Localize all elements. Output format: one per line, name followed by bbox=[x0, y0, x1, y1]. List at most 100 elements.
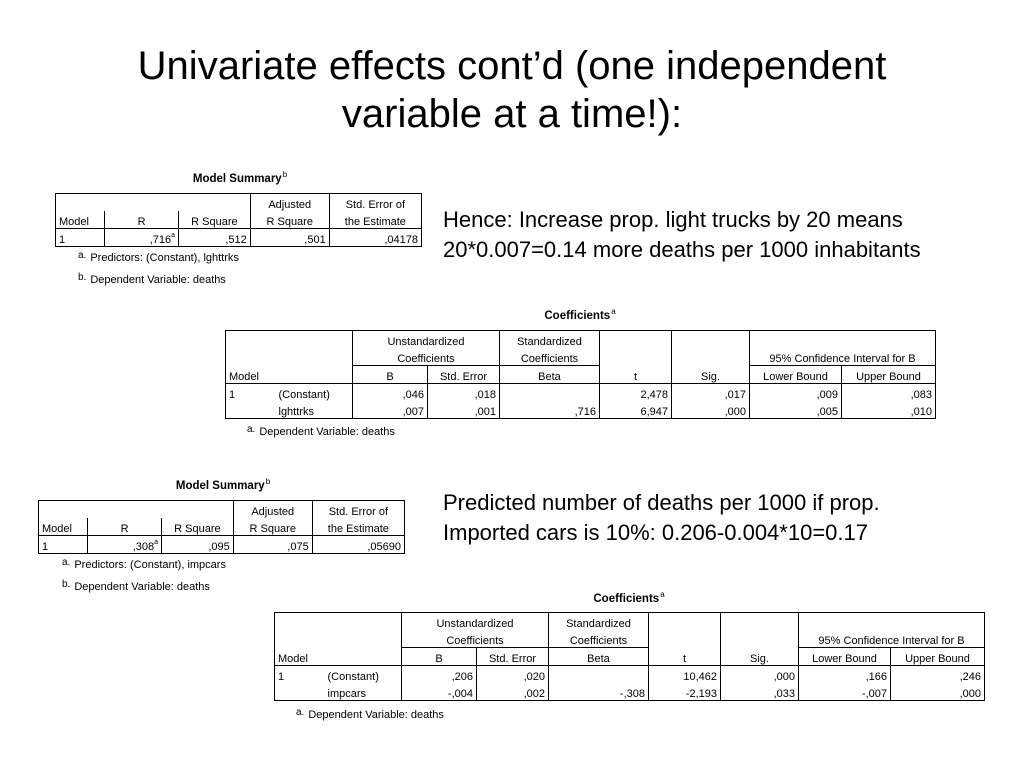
c1-h-se: Std. Error bbox=[427, 365, 500, 384]
c2-h-b: B bbox=[401, 647, 477, 666]
c1-h-beta: Beta bbox=[499, 365, 600, 384]
ms2-h-rsq: R Square bbox=[161, 518, 234, 536]
c2-r2-term: impcars bbox=[324, 683, 402, 701]
c1-r1-lb: ,009 bbox=[749, 383, 842, 401]
ms1-footnote-b-text: Dependent Variable: deaths bbox=[90, 274, 226, 286]
c2-h-lb: Lower Bound bbox=[798, 647, 891, 666]
c2-h-model: Model bbox=[274, 647, 402, 666]
ms1-h-stderr2: the Estimate bbox=[329, 211, 423, 229]
c2-h-sig: Sig. bbox=[720, 647, 799, 666]
c2-h-blank bbox=[274, 612, 325, 630]
c2-footnote-mark: a. bbox=[296, 707, 305, 718]
c1-h-std2: Coefficients bbox=[499, 348, 600, 366]
c2-h-ub: Upper Bound bbox=[890, 647, 985, 666]
c1-h-unstd1: Unstandardized bbox=[352, 330, 500, 348]
model-summary-1-title-text: Model Summary bbox=[192, 172, 282, 185]
c1-r2-se: ,001 bbox=[427, 401, 500, 419]
c1-r1-t: 2,478 bbox=[599, 383, 672, 401]
ms1-h-adjusted: Adjusted bbox=[250, 193, 330, 211]
c1-r2-lb: ,005 bbox=[749, 401, 842, 419]
ms2-h-blank3 bbox=[161, 500, 234, 518]
c2-footnote: a. Dependent Variable: deaths bbox=[296, 707, 444, 721]
ms1-rsq: ,512 bbox=[178, 228, 251, 247]
c1-r1-sig: ,017 bbox=[671, 383, 750, 401]
trucks-note-line2: 20*0.007=0.14 more deaths per 1000 inhab… bbox=[443, 237, 921, 262]
c1-r1-model: 1 bbox=[225, 383, 276, 401]
ms2-h-stderr1: Std. Error of bbox=[312, 500, 406, 518]
c2-h-blank2 bbox=[324, 612, 402, 630]
model-summary-1-title-marker: b bbox=[282, 170, 288, 179]
ms1-r-value: ,716 bbox=[149, 234, 172, 246]
c2-r2-beta: -,308 bbox=[548, 683, 649, 701]
coefficients-1-title-text: Coefficients bbox=[544, 309, 611, 322]
c1-r2-model bbox=[225, 401, 276, 419]
c2-h-std1: Standardized bbox=[548, 612, 649, 630]
ms1-h-blank2 bbox=[105, 194, 179, 212]
c1-h-t: t bbox=[599, 365, 672, 384]
c2-r2-b: -,004 bbox=[401, 683, 477, 701]
model-summary-2-title-marker: b bbox=[265, 477, 271, 486]
c1-r1-se: ,018 bbox=[427, 383, 500, 401]
trucks-note-line1: Hence: Increase prop. light trucks by 20… bbox=[443, 207, 903, 232]
c1-h2-blank bbox=[225, 348, 276, 366]
coefficients-1-title: Coefficientsa bbox=[225, 307, 935, 322]
ms2-model: 1 bbox=[37, 535, 89, 554]
ms2-h-r: R bbox=[87, 518, 163, 536]
c2-r2-sig: ,033 bbox=[720, 683, 799, 701]
c2-r1-se: ,020 bbox=[476, 665, 549, 683]
cars-note: Predicted number of deaths per 1000 if p… bbox=[443, 488, 880, 548]
c2-r1-ub: ,246 bbox=[890, 665, 985, 683]
c2-r2-se: ,002 bbox=[476, 683, 549, 701]
ms2-footnote-b-mark: b. bbox=[62, 579, 71, 590]
ms2-footnote-b-text: Dependent Variable: deaths bbox=[74, 581, 210, 593]
c2-h-blank5 bbox=[798, 612, 985, 630]
ms1-adj: ,501 bbox=[250, 228, 330, 247]
ms2-footnote-a-text: Predictors: (Constant), impcars bbox=[74, 559, 226, 571]
ms1-h-rsq2: R Square bbox=[250, 211, 330, 229]
c2-h-t: t bbox=[648, 647, 721, 666]
ms2-h-blank2 bbox=[88, 501, 162, 519]
ms1-h-r: R bbox=[104, 211, 180, 229]
c2-r1-lb: ,166 bbox=[798, 665, 891, 683]
c1-r1-ub: ,083 bbox=[841, 383, 936, 401]
c1-h-blank5 bbox=[749, 330, 936, 348]
ms2-h-adjusted: Adjusted bbox=[233, 500, 313, 518]
c1-h-blank bbox=[225, 330, 276, 348]
ms1-h-rsq: R Square bbox=[178, 211, 251, 229]
ms2-rsq: ,095 bbox=[161, 535, 234, 554]
ms1-h-blank3 bbox=[178, 193, 251, 211]
c2-h-ci: 95% Confidence Interval for B bbox=[798, 630, 985, 648]
c1-footnote: a. Dependent Variable: deaths bbox=[247, 424, 395, 438]
c1-h2-blank3 bbox=[599, 348, 672, 366]
coefficients-2-title-marker: a bbox=[660, 590, 665, 599]
c1-h-blank3 bbox=[599, 330, 672, 348]
model-summary-2-table: Adjusted Std. Error of Model R R Square … bbox=[37, 500, 406, 554]
c1-h-model: Model bbox=[225, 365, 353, 384]
c1-h-blank4 bbox=[671, 330, 750, 348]
c2-r1-b: ,206 bbox=[401, 665, 477, 683]
c2-r2-lb: -,007 bbox=[798, 683, 891, 701]
model-summary-2-title-text: Model Summary bbox=[175, 479, 265, 492]
ms2-h-blank bbox=[37, 500, 88, 518]
ms1-footnote-a-mark: a. bbox=[78, 250, 87, 261]
cars-note-line2: Imported cars is 10%: 0.206-0.004*10=0.1… bbox=[443, 520, 868, 545]
ms1-h-stderr1: Std. Error of bbox=[329, 193, 423, 211]
ms2-adj: ,075 bbox=[233, 535, 313, 554]
ms2-h-model: Model bbox=[37, 518, 89, 536]
ms2-footnote-a: a. Predictors: (Constant), impcars bbox=[62, 557, 226, 571]
c1-h-ub: Upper Bound bbox=[841, 365, 936, 384]
c2-r2-t: -2,193 bbox=[648, 683, 721, 701]
c2-h2-blank4 bbox=[720, 630, 799, 648]
c1-h-blank2 bbox=[275, 330, 353, 348]
c2-h-beta: Beta bbox=[548, 647, 649, 666]
c2-footnote-text: Dependent Variable: deaths bbox=[308, 709, 444, 721]
coefficients-1-table: Unstandardized Standardized Coefficients… bbox=[225, 330, 936, 419]
c1-r1-beta bbox=[499, 383, 600, 401]
c2-r1-beta bbox=[548, 665, 649, 683]
ms1-model: 1 bbox=[54, 228, 106, 247]
table-row: 1 (Constant) ,206 ,020 10,462 ,000 ,166 … bbox=[274, 665, 985, 683]
ms1-footnote-b: b. Dependent Variable: deaths bbox=[78, 272, 226, 286]
ms1-r: ,716a bbox=[104, 228, 180, 247]
ms2-footnote-b: b. Dependent Variable: deaths bbox=[62, 579, 210, 593]
c1-r2-term: lghttrks bbox=[275, 401, 353, 419]
